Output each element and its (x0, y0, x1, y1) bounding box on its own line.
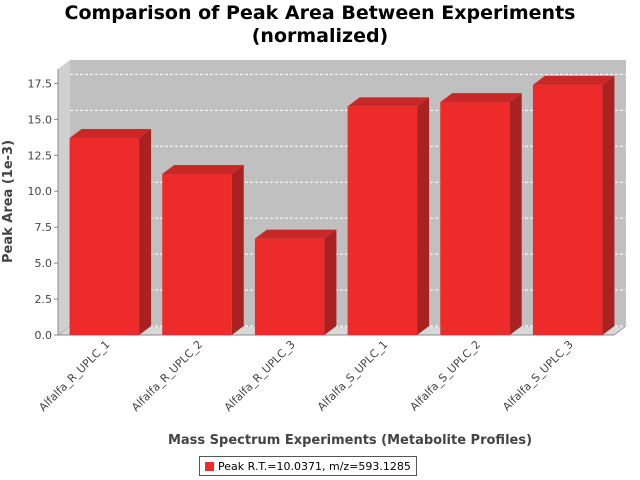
x-tick-label-1: Alfalfa_R_UPLC_1 (36, 338, 112, 414)
y-axis-title: Peak Area (1e-3) (1, 140, 16, 263)
bar-5-front (440, 102, 510, 335)
bar-3-front (254, 238, 325, 335)
bar-2-top (162, 164, 244, 174)
y-tick-label-3: 7.5 (35, 221, 53, 234)
chart-title-line-1: Comparison of Peak Area Between Experime… (64, 2, 576, 24)
bar-3-top (254, 229, 337, 239)
bar-5-side (509, 93, 522, 335)
y-tick-label-2: 5.0 (35, 257, 53, 270)
chart-title-line-2: (normalized) (251, 25, 389, 47)
legend-swatch (205, 461, 214, 471)
y-tick-label-7: 17.5 (28, 77, 53, 90)
bar-4-top (347, 97, 430, 107)
x-tick-label-5: Alfalfa_S_UPLC_2 (408, 338, 484, 414)
bar-2 (162, 164, 244, 335)
y-tick-label-1: 2.5 (35, 293, 53, 306)
plot-left-wall (58, 60, 70, 335)
legend-label: Peak R.T.=10.0371, m/z=593.1285 (218, 459, 411, 473)
bar-6 (532, 75, 615, 335)
y-tick-label-6: 15.0 (28, 113, 53, 126)
y-tick-label-0: 0.0 (35, 329, 53, 342)
bar-4 (347, 97, 430, 335)
x-tick-label-4: Alfalfa_S_UPLC_1 (315, 338, 391, 414)
bar-4-front (347, 106, 418, 335)
bar-5-top (440, 93, 522, 103)
bar-4-side (417, 97, 430, 335)
y-tick-label-5: 12.5 (28, 149, 53, 162)
bar-1-top (69, 129, 152, 139)
x-tick-label-2: Alfalfa_R_UPLC_2 (129, 338, 205, 414)
bar-3 (254, 229, 337, 335)
x-tick-label-3: Alfalfa_R_UPLC_3 (222, 338, 298, 414)
bar-6-front (532, 84, 603, 335)
y-tick-label-4: 10.0 (28, 185, 53, 198)
bar-2-side (231, 164, 244, 335)
bar-5 (440, 93, 522, 335)
bar-1-side (139, 129, 152, 335)
x-axis-title: Mass Spectrum Experiments (Metabolite Pr… (168, 433, 532, 448)
bar-1 (69, 129, 152, 335)
bar-2-front (162, 173, 232, 335)
legend: Peak R.T.=10.0371, m/z=593.1285 (199, 456, 417, 476)
bar-3-side (324, 229, 337, 335)
chart-title: Comparison of Peak Area Between Experime… (0, 2, 640, 48)
bar-6-side (602, 75, 615, 335)
bar-1-front (69, 138, 140, 335)
bar-6-top (532, 75, 615, 85)
x-tick-label-6: Alfalfa_S_UPLC_3 (500, 338, 576, 414)
